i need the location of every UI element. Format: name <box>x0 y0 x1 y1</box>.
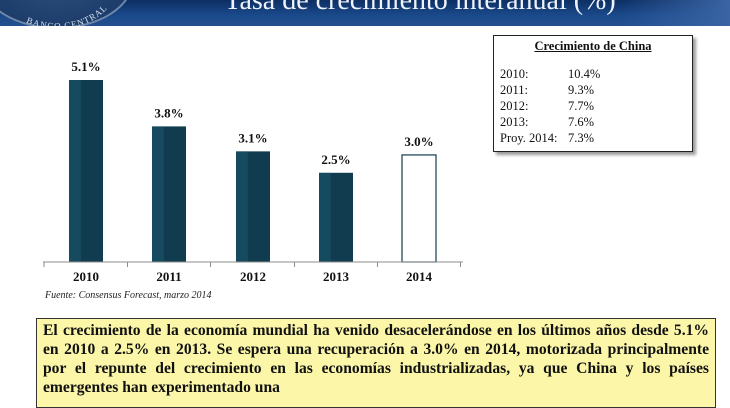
china-growth-value: 9.3% <box>568 83 595 97</box>
china-growth-title: Crecimiento de China <box>534 39 652 53</box>
summary-box: El crecimiento de la economía mundial ha… <box>36 318 716 408</box>
x-tick-label: 2014 <box>406 269 433 284</box>
slide-header: BANCO CENTRAL Tasa de crecimiento intera… <box>0 0 730 26</box>
bar-shade <box>152 126 164 263</box>
x-ticks-layer: 2010 2011 2012 2013 2014 <box>43 262 461 284</box>
china-growth-box: Crecimiento de China 2010: 10.4% 2011: 9… <box>493 35 693 152</box>
source-note: Fuente: Consensus Forecast, marzo 2014 <box>45 290 212 301</box>
header-decoration <box>620 0 730 26</box>
china-growth-value: 7.3% <box>568 131 595 145</box>
bar-chart: 5.1%3.8%3.1%2.5%3.0% 2010 2011 2012 2013 201… <box>43 59 463 284</box>
china-growth-year: 2012: <box>500 99 529 113</box>
summary-text: El crecimiento de la economía mundial ha… <box>43 322 709 396</box>
slide-title: Tasa de crecimiento interanual (%) <box>224 0 616 16</box>
bar <box>152 126 186 263</box>
china-growth-value: 10.4% <box>568 67 601 81</box>
china-growth-year: 2011: <box>500 83 529 97</box>
seal-lettering: BANCO CENTRAL <box>25 3 109 26</box>
value-label: 3.0% <box>404 134 433 149</box>
bar <box>69 80 103 262</box>
bar-shade <box>236 151 248 262</box>
value-label: 5.1% <box>71 59 100 74</box>
china-growth-year: Proy. 2014: <box>500 131 558 145</box>
china-growth-value: 7.7% <box>568 99 595 113</box>
svg-text:BANCO CENTRAL: BANCO CENTRAL <box>25 3 109 26</box>
china-growth-value: 7.6% <box>568 115 595 129</box>
x-tick-label: 2011 <box>156 269 181 284</box>
value-labels-layer: 5.1% 3.8% 3.1% 2.5% 3.0% <box>71 59 433 167</box>
china-growth-year: 2013: <box>500 115 529 129</box>
bar-shade <box>319 172 331 262</box>
bar-shade <box>69 80 81 262</box>
bars-layer <box>69 80 437 263</box>
bar <box>319 172 353 262</box>
x-tick-label: 2013 <box>323 269 350 284</box>
x-tick-label: 2010 <box>73 269 99 284</box>
bar <box>236 151 270 262</box>
value-label: 3.1% <box>238 130 267 145</box>
bar-forecast <box>401 154 437 263</box>
value-label: 2.5% <box>321 152 350 167</box>
china-growth-year: 2010: <box>500 67 529 81</box>
x-tick-label: 2012 <box>240 269 266 284</box>
value-label: 3.8% <box>154 105 183 120</box>
central-bank-seal: BANCO CENTRAL <box>0 0 134 26</box>
